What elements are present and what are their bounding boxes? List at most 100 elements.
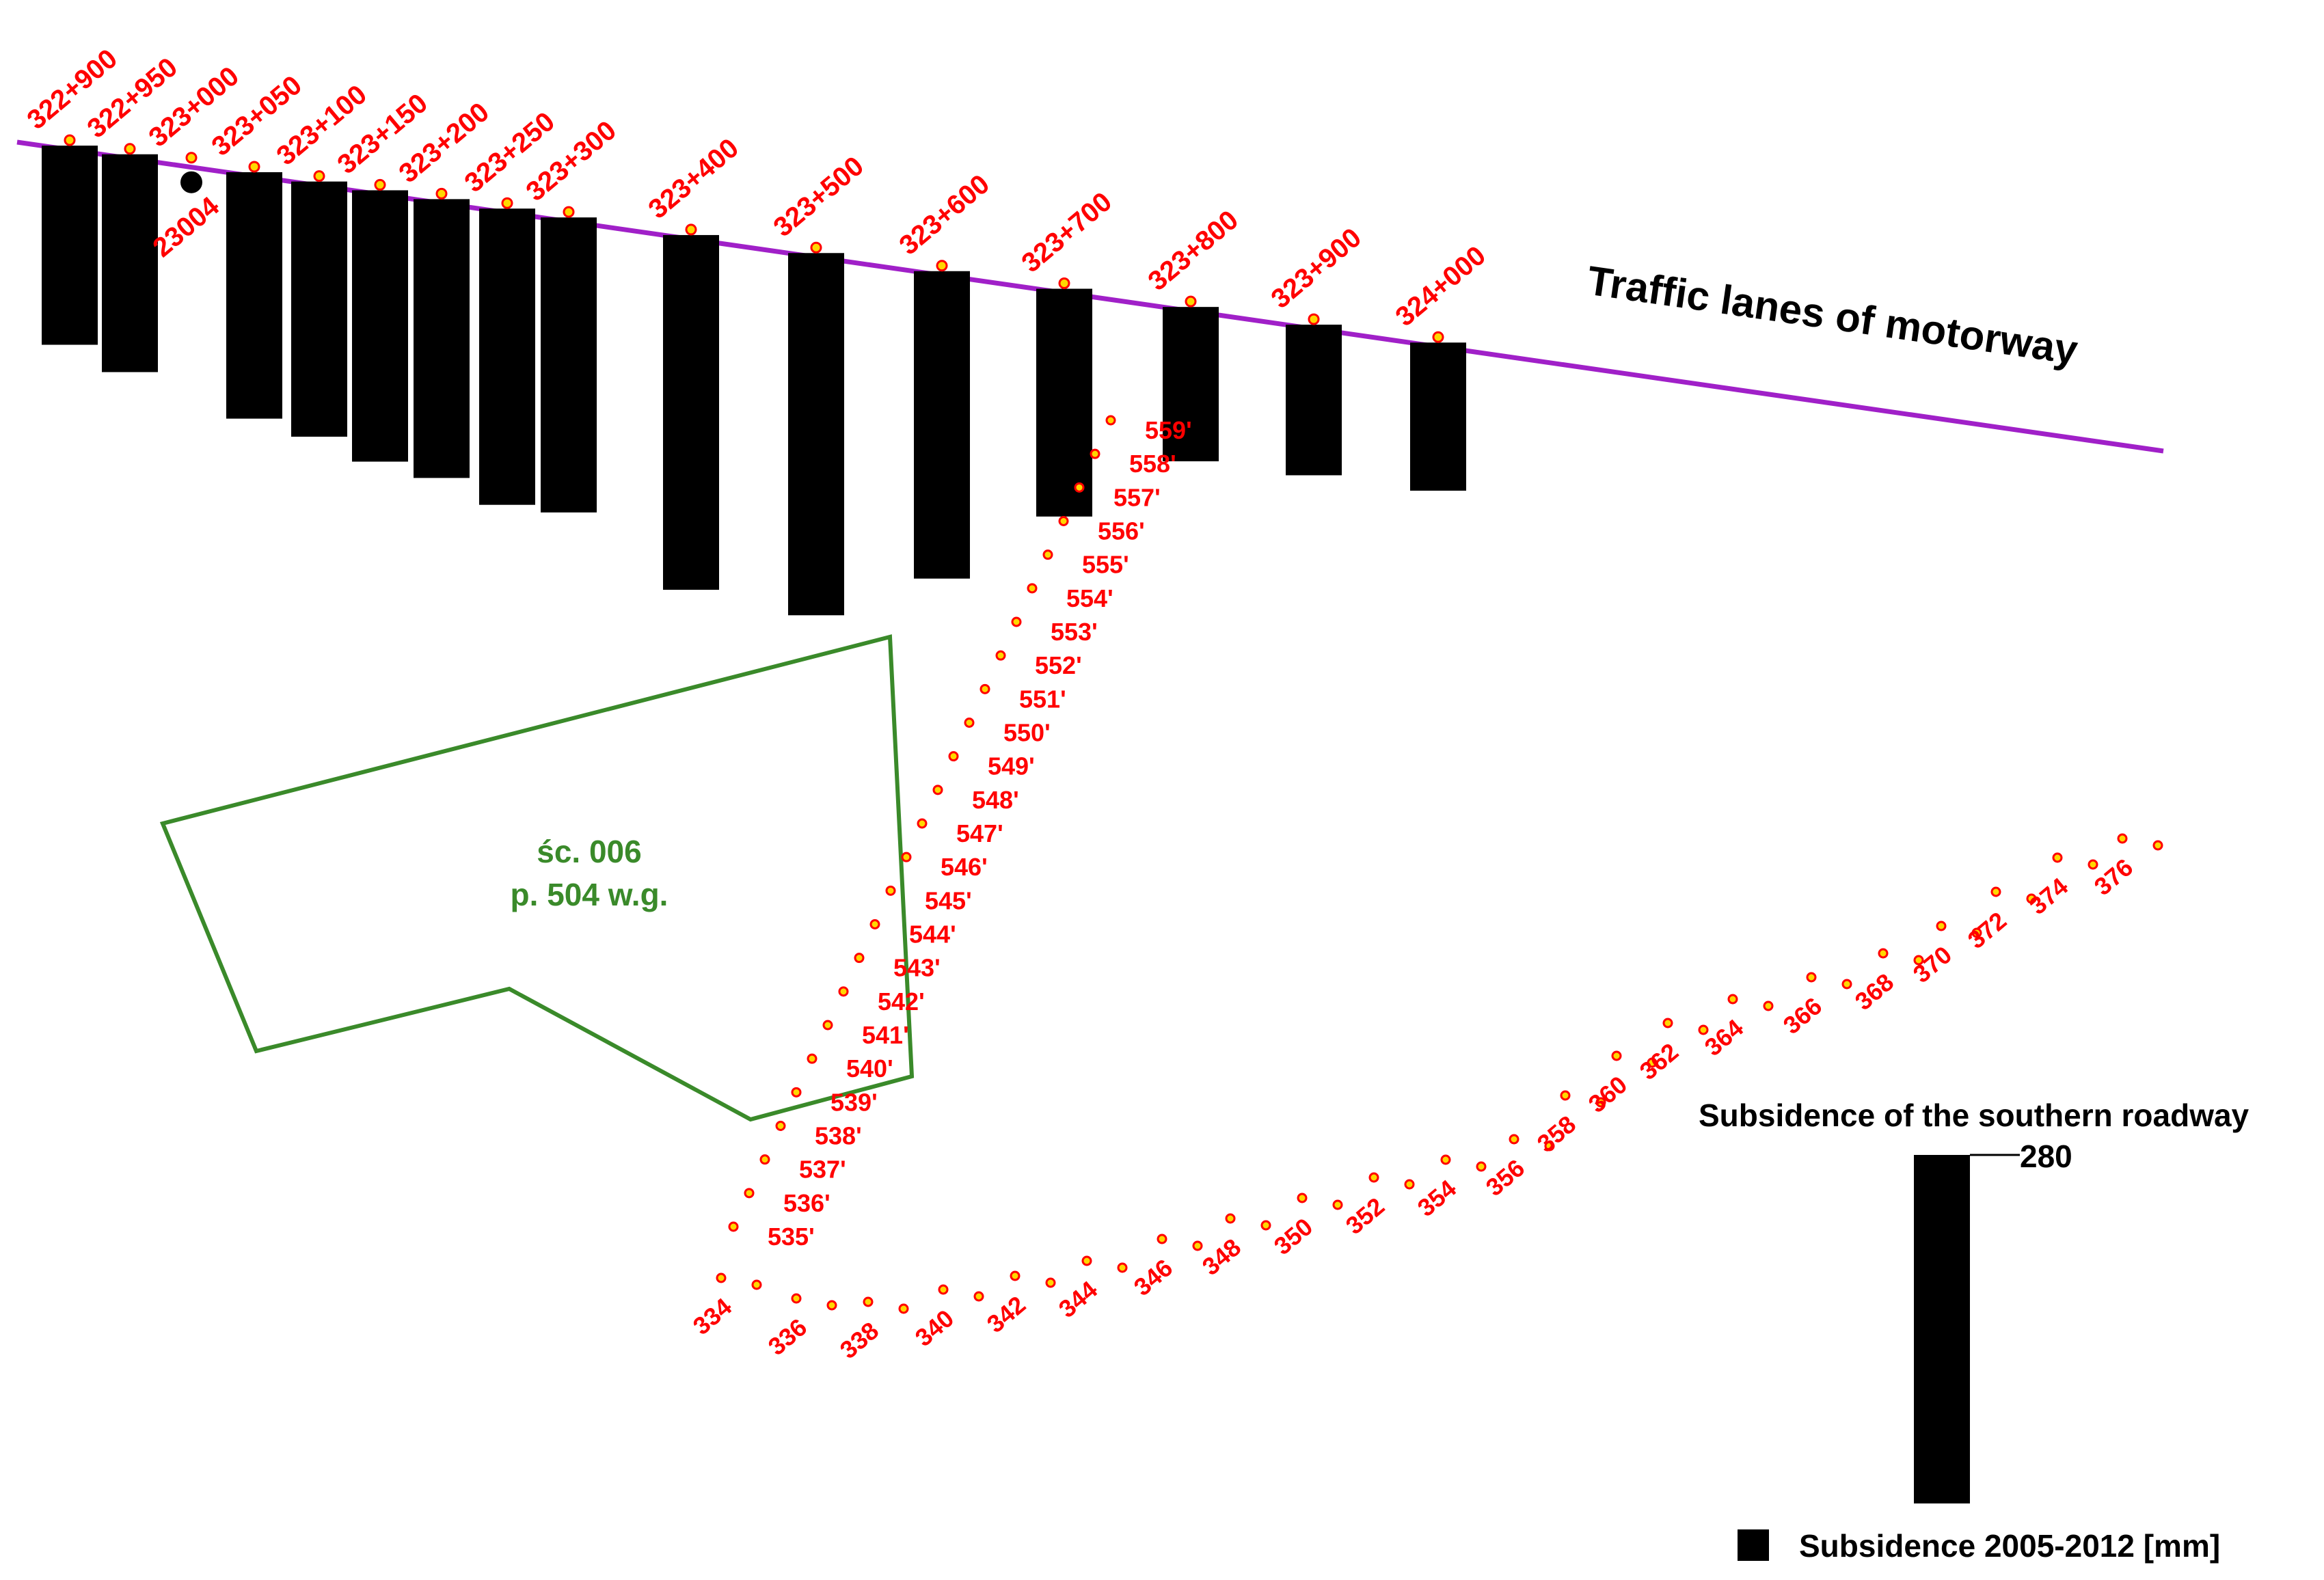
survey-point-marker bbox=[1368, 1172, 1379, 1183]
point-label-23004: 23004 bbox=[148, 191, 226, 263]
subsidence-bar bbox=[352, 190, 408, 462]
chainage-marker bbox=[435, 187, 448, 200]
survey-point-label: 535' bbox=[768, 1223, 815, 1251]
survey-point-marker bbox=[826, 1300, 837, 1311]
chainage-label: 323+600 bbox=[894, 169, 995, 261]
chainage-marker bbox=[501, 197, 513, 209]
survey-point-marker bbox=[979, 683, 990, 694]
survey-point-label: 551' bbox=[1019, 685, 1066, 713]
survey-point-marker bbox=[964, 718, 975, 728]
chainage-label: 323+700 bbox=[1016, 187, 1118, 279]
survey-point-marker bbox=[1662, 1018, 1673, 1029]
chainage-marker bbox=[1432, 331, 1444, 343]
survey-point-label: 374 bbox=[2024, 872, 2073, 920]
survey-point-label: 344 bbox=[1053, 1275, 1103, 1323]
chainage-marker bbox=[64, 134, 76, 146]
chainage-marker bbox=[936, 260, 948, 272]
survey-point-label: 348 bbox=[1197, 1233, 1246, 1281]
survey-point-marker bbox=[751, 1279, 762, 1290]
subsidence-bar bbox=[663, 234, 719, 590]
survey-point-marker bbox=[1042, 549, 1053, 560]
chainage-marker bbox=[810, 241, 822, 254]
survey-point-label: 366 bbox=[1778, 992, 1827, 1039]
survey-point-label: 546' bbox=[941, 853, 988, 881]
parcel-label-line2: p. 504 w.g. bbox=[511, 877, 668, 912]
survey-point-label: 557' bbox=[1113, 483, 1161, 511]
survey-point-label: 541' bbox=[862, 1021, 909, 1049]
survey-point-marker bbox=[1971, 927, 1982, 938]
subsidence-bar bbox=[226, 172, 282, 419]
survey-point-marker bbox=[1806, 972, 1817, 983]
survey-point-marker bbox=[1297, 1193, 1308, 1203]
legend-item-label: Subsidence 2005-2012 [mm] bbox=[1799, 1528, 2220, 1564]
survey-point-marker bbox=[822, 1020, 833, 1031]
subsidence-bar bbox=[102, 154, 158, 372]
survey-point-marker bbox=[995, 650, 1006, 661]
survey-point-marker bbox=[1990, 886, 2001, 897]
subsidence-bar bbox=[414, 199, 470, 478]
survey-point-marker bbox=[938, 1284, 949, 1295]
survey-point-label: 555' bbox=[1082, 551, 1129, 579]
survey-point-marker bbox=[1647, 1057, 1658, 1068]
diagonal-survey-points: 535' 536' 537' 538' 539' 540' 541' 542' 543' 544'… bbox=[728, 415, 1192, 1251]
subsidence-bar bbox=[788, 253, 844, 616]
survey-point-marker bbox=[898, 1303, 909, 1314]
motorway-label: Traffic lanes of motorway bbox=[1584, 258, 2081, 374]
survey-point-marker bbox=[1404, 1179, 1415, 1190]
survey-point-marker bbox=[716, 1272, 727, 1283]
survey-point-label: 556' bbox=[1098, 517, 1145, 545]
survey-point-marker bbox=[1440, 1154, 1451, 1165]
survey-point-marker bbox=[744, 1188, 755, 1199]
survey-point-label: 539' bbox=[830, 1088, 878, 1116]
survey-point-marker bbox=[1081, 1255, 1092, 1266]
subsidence-bar bbox=[1286, 325, 1342, 476]
survey-point-label: 356 bbox=[1481, 1154, 1530, 1201]
survey-point-marker bbox=[791, 1293, 802, 1304]
subsidence-bar bbox=[42, 146, 98, 345]
survey-point-marker bbox=[1027, 583, 1038, 594]
subsidence-bars bbox=[42, 146, 1466, 616]
legend-title: Subsidence of the southern roadway bbox=[1699, 1098, 2249, 1133]
chainage-marker bbox=[1058, 277, 1070, 290]
survey-point-marker bbox=[1878, 948, 1889, 959]
survey-point-label: 558' bbox=[1129, 450, 1176, 478]
survey-point-marker bbox=[901, 852, 912, 862]
survey-point-marker bbox=[759, 1154, 770, 1165]
survey-point-marker bbox=[854, 953, 865, 964]
survey-point-marker bbox=[1476, 1161, 1487, 1172]
survey-point-label: 544' bbox=[909, 921, 956, 949]
chainage-marker bbox=[185, 152, 198, 164]
survey-point-marker bbox=[807, 1053, 818, 1064]
legend-scale-bar bbox=[1914, 1155, 1970, 1503]
survey-point-marker bbox=[775, 1121, 786, 1131]
survey-point-marker bbox=[1117, 1262, 1128, 1273]
survey-point-marker bbox=[932, 785, 943, 795]
survey-point-label: 536' bbox=[783, 1189, 830, 1217]
survey-point-marker bbox=[1011, 616, 1022, 627]
survey-point-marker bbox=[869, 919, 880, 929]
survey-point-marker bbox=[1936, 921, 1947, 931]
survey-point-marker bbox=[1611, 1050, 1622, 1061]
survey-point-label: 334 bbox=[688, 1292, 737, 1340]
survey-point-label: 336 bbox=[763, 1313, 812, 1361]
survey-point-label: 552' bbox=[1035, 651, 1082, 679]
survey-point-marker bbox=[838, 986, 849, 997]
survey-point-label: 547' bbox=[956, 819, 1003, 847]
survey-point-label: 360 bbox=[1583, 1070, 1632, 1118]
chainage-marker bbox=[374, 178, 386, 191]
legend: Subsidence of the southern roadway 280 S… bbox=[1699, 1098, 2249, 1564]
subsidence-bar bbox=[291, 181, 347, 437]
survey-point-marker bbox=[1105, 415, 1116, 426]
subsidence-bar bbox=[479, 208, 535, 505]
survey-point-label: 540' bbox=[846, 1054, 893, 1082]
subsidence-bar bbox=[1163, 307, 1219, 462]
survey-point-label: 370 bbox=[1908, 940, 1957, 988]
survey-point-label: 342 bbox=[982, 1290, 1031, 1338]
survey-point-marker bbox=[948, 751, 959, 762]
survey-point-marker bbox=[1560, 1090, 1571, 1101]
benchmark-23004 bbox=[180, 171, 202, 193]
legend-swatch bbox=[1738, 1529, 1769, 1561]
chainage-marker bbox=[1185, 295, 1197, 308]
survey-point-marker bbox=[1225, 1213, 1236, 1224]
